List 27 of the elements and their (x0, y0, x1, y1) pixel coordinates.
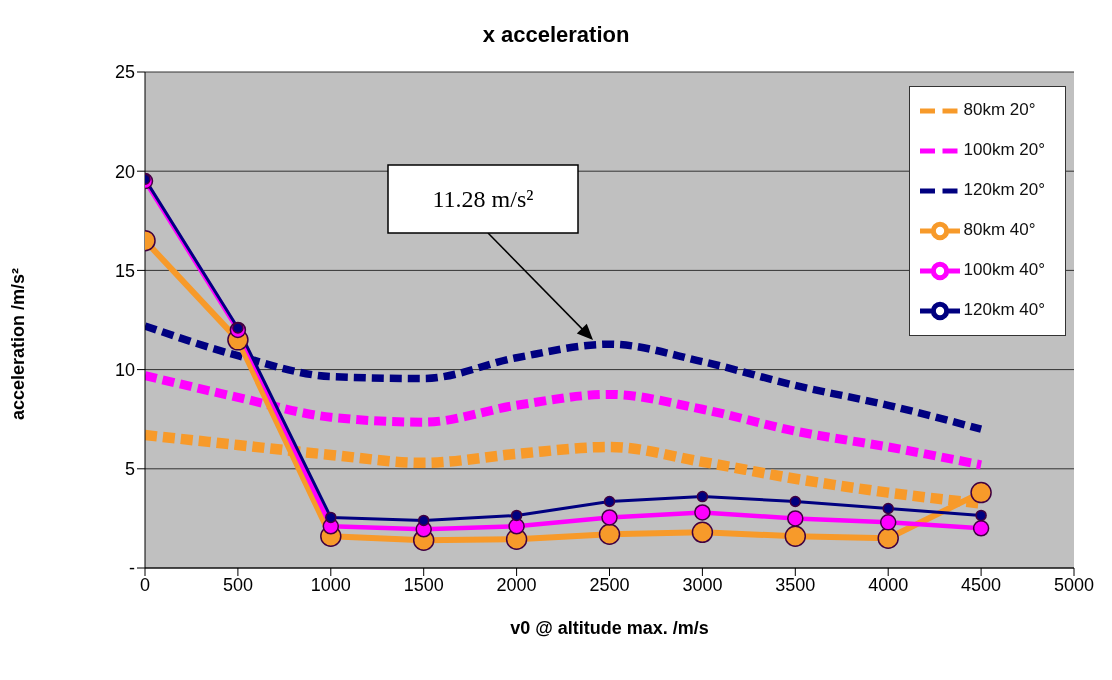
x-tick-label: 0 (139, 574, 151, 595)
x-tick-label: 5000 (1053, 574, 1095, 595)
y-tick-label: 25 (114, 62, 135, 83)
y-tick-label: 20 (114, 161, 135, 182)
y-axis-title: acceleration /m/s² (8, 267, 29, 420)
chart-title: x acceleration (481, 22, 631, 48)
legend-label: 100km 20° (963, 140, 1045, 160)
legend-label: 100km 40° (963, 260, 1045, 280)
y-tick-label: 15 (114, 260, 135, 281)
annotation: 11.28 m/s² (432, 186, 534, 212)
x-tick-label: 500 (222, 574, 253, 595)
x-tick-label: 1500 (403, 574, 444, 595)
legend-label: 80km 20° (963, 100, 1036, 120)
legend-label: 120km 40° (963, 300, 1045, 320)
x-tick-label: 4500 (961, 574, 1002, 595)
x-axis-title: v0 @ altitude max. /m/s (510, 618, 709, 638)
x-tick-label: 3500 (775, 574, 816, 595)
y-tick-label: - (129, 558, 135, 579)
x-tick-label: 4000 (868, 574, 909, 595)
legend-label: 80km 40° (963, 220, 1036, 240)
x-tick-label: 1000 (310, 574, 351, 595)
x-tick-label: 3000 (682, 574, 723, 595)
legend-label: 120km 20° (963, 180, 1045, 200)
y-tick-label: 10 (114, 359, 135, 380)
x-tick-label: 2500 (589, 574, 630, 595)
y-tick-label: 5 (124, 459, 135, 480)
x-tick-label: 2000 (496, 574, 537, 595)
